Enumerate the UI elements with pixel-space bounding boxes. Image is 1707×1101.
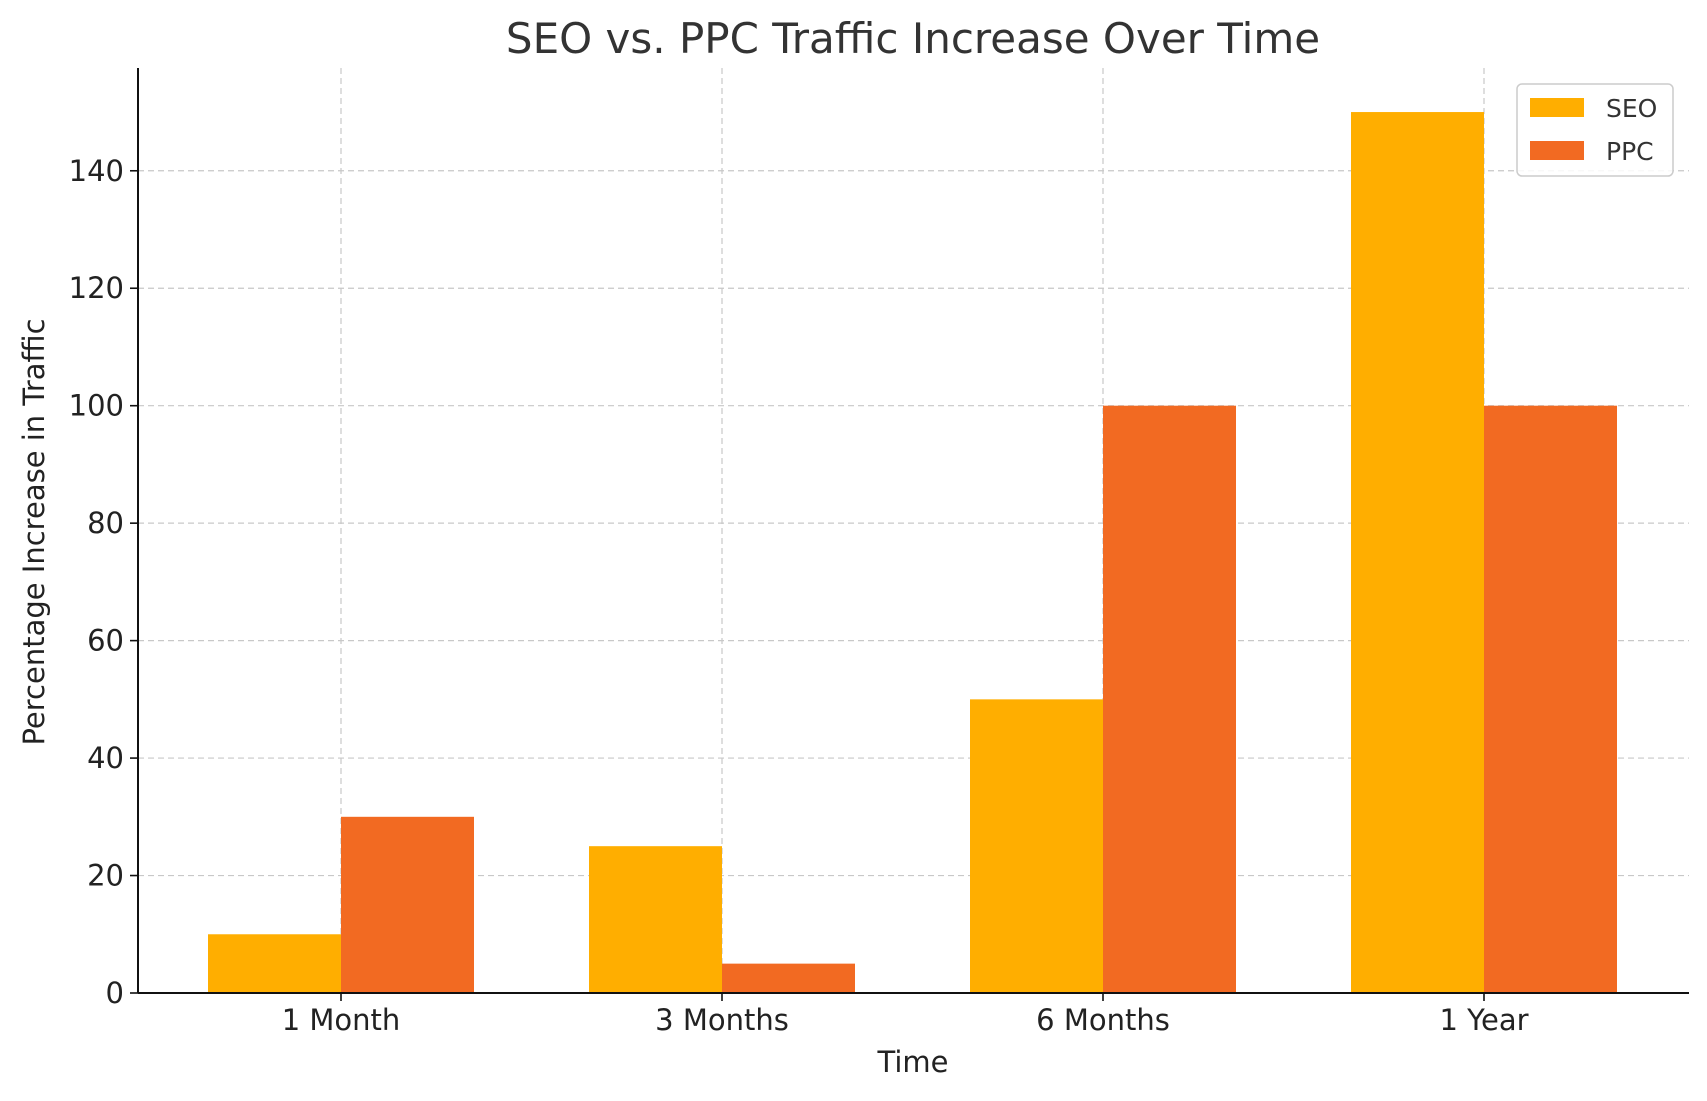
bar-ppc-3 bbox=[1484, 405, 1617, 993]
y-axis-label: Percentage Increase in Traffic bbox=[17, 318, 51, 745]
legend-label-seo: SEO bbox=[1606, 94, 1657, 123]
axes bbox=[137, 68, 1689, 994]
x-tick-label-2: 6 Months bbox=[1036, 1003, 1170, 1037]
bar-seo-2 bbox=[970, 699, 1103, 993]
y-tick-label-2: 40 bbox=[87, 741, 124, 775]
ticks: 0 20 40 60 80 100 120 140 1 Month 3 Months 6 Month… bbox=[69, 154, 1529, 1037]
y-tick-label-4: 80 bbox=[87, 506, 124, 540]
bar-ppc-2 bbox=[1103, 405, 1236, 993]
y-tick-label-3: 60 bbox=[87, 624, 124, 658]
legend-swatch-ppc bbox=[1530, 141, 1584, 160]
chart-title: SEO vs. PPC Traffic Increase Over Time bbox=[506, 14, 1320, 63]
bar-seo-1 bbox=[589, 846, 722, 993]
x-tick-label-3: 1 Year bbox=[1439, 1003, 1528, 1037]
x-tick-label-0: 1 Month bbox=[282, 1003, 401, 1037]
y-tick-label-0: 0 bbox=[106, 976, 124, 1010]
bar-ppc-0 bbox=[341, 816, 474, 993]
x-axis-label: Time bbox=[877, 1045, 949, 1079]
bars bbox=[208, 112, 1617, 994]
y-tick-label-6: 120 bbox=[69, 271, 124, 305]
y-tick-label-1: 20 bbox=[87, 859, 124, 893]
y-tick-label-7: 140 bbox=[69, 154, 124, 188]
bar-seo-0 bbox=[208, 934, 341, 993]
x-tick-label-1: 3 Months bbox=[655, 1003, 789, 1037]
legend-label-ppc: PPC bbox=[1606, 137, 1654, 166]
y-tick-label-5: 100 bbox=[69, 389, 124, 423]
legend-swatch-seo bbox=[1530, 98, 1584, 117]
legend: SEO PPC bbox=[1516, 83, 1674, 177]
bar-ppc-1 bbox=[722, 963, 855, 993]
bar-seo-3 bbox=[1351, 112, 1484, 994]
